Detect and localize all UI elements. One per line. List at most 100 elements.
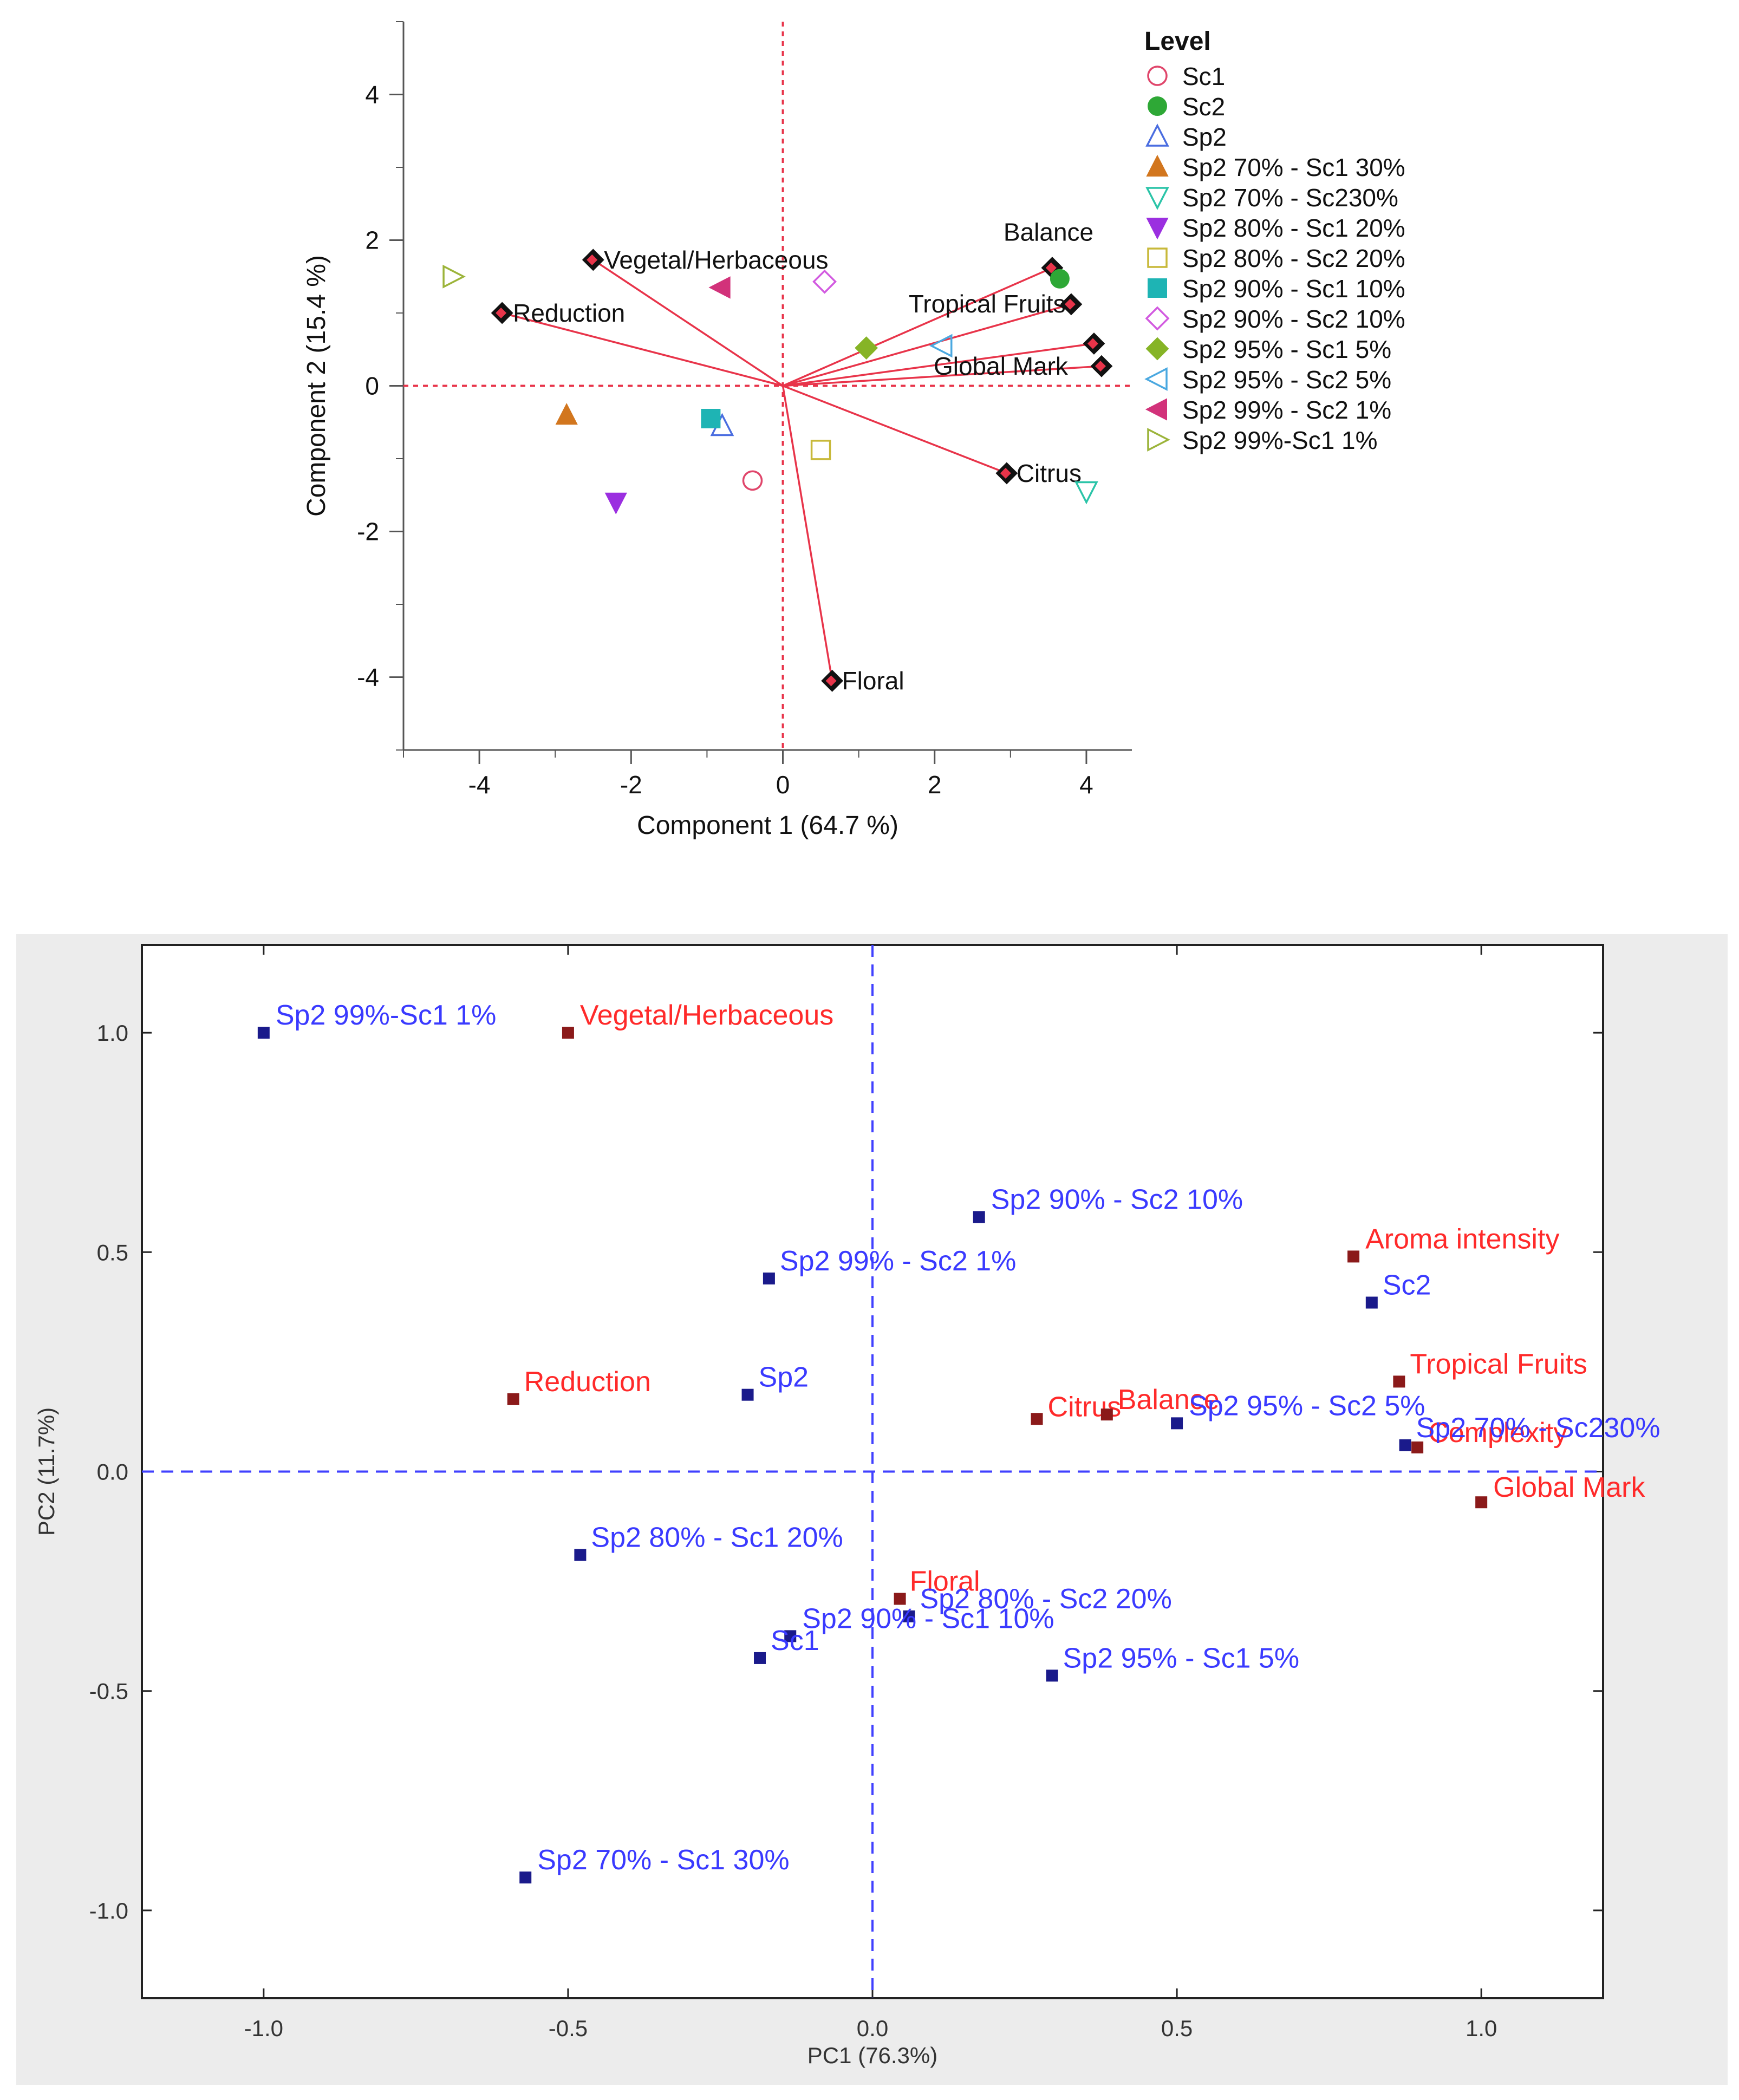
y-tick-label: 1.0	[97, 1020, 128, 1046]
legend-label-sp2-70-sc230: Sp2 70% - Sc230%	[1182, 184, 1398, 212]
x-tick-label: 4	[1079, 771, 1093, 799]
legend-label-sp2: Sp2	[1182, 123, 1227, 151]
legend-label-sp2-95-sc2-5: Sp2 95% - Sc2 5%	[1182, 366, 1391, 394]
sample-label-sp2-99-sc2-1: Sp2 99% - Sc2 1%	[780, 1245, 1016, 1277]
sample-label-sp2-95-sc1-5: Sp2 95% - Sc1 5%	[1063, 1642, 1299, 1674]
legend-marker-sp2-95-sc1-5	[1145, 337, 1169, 361]
loading-vector	[783, 303, 1072, 387]
y-axis-title: Component 2 (15.4 %)	[302, 255, 331, 517]
loading-vector	[781, 386, 833, 681]
sample-marker-sc2	[1050, 269, 1070, 289]
sample-marker-sc1	[742, 470, 763, 491]
legend-marker-sp2	[1145, 123, 1169, 147]
sample-marker-sp2-70-sc230	[1074, 481, 1098, 505]
x-axis-title: PC1 (76.3%)	[807, 2043, 937, 2068]
loading-label-global-mark: Global Mark	[934, 352, 1069, 380]
x-tick-label: -0.5	[549, 2016, 588, 2041]
loading-marker-inner	[496, 308, 507, 318]
variable-label-floral: Floral	[910, 1566, 980, 1597]
loading-vector	[501, 312, 783, 387]
loading-marker-inner	[1000, 467, 1011, 479]
legend-label-sp2-90-sc2-10: Sp2 90% - Sc2 10%	[1182, 305, 1405, 333]
legend-marker-sp2-70-sc230	[1145, 187, 1169, 210]
y-tick-label: 2	[365, 226, 379, 255]
y-axis-title: PC2 (11.7%)	[34, 1407, 59, 1536]
sample-marker-sp2-90-sc2-10	[812, 269, 837, 294]
y-tick-label: 0	[365, 372, 379, 400]
legend-marker-sp2-95-sc2-5	[1144, 367, 1168, 391]
sample-marker-sp2-99-sc1-1	[442, 264, 466, 289]
loading-marker-inner	[1045, 262, 1057, 273]
sample-point-sp2	[741, 1388, 754, 1401]
x-tick-label: -4	[468, 771, 491, 799]
sample-point-sp2-90-sc2-10	[973, 1211, 985, 1223]
legend-marker-sc2	[1148, 96, 1167, 116]
sample-point-sp2-99-sc1-1	[257, 1027, 270, 1039]
variable-label-vegetal-herbaceous: Vegetal/Herbaceous	[580, 1000, 833, 1031]
sample-point-sp2-95-sc1-5	[1046, 1669, 1058, 1682]
sample-marker-sp2-99-sc2-1	[708, 276, 731, 299]
sample-label-sp2-99-sc1-1: Sp2 99%-Sc1 1%	[276, 1000, 497, 1031]
sample-marker-sp2-80-sc1-20	[604, 492, 627, 514]
sample-marker-sp2-95-sc2-5	[929, 334, 953, 358]
legend-label-sp2-99-sc2-1: Sp2 99% - Sc2 1%	[1182, 396, 1391, 424]
variable-label-balance: Balance	[1118, 1384, 1220, 1416]
sample-label-sp2: Sp2	[759, 1362, 809, 1393]
variable-label-global-mark: Global Mark	[1493, 1472, 1645, 1503]
sample-label-sp2-95-sc2-5: Sp2 95% - Sc2 5%	[1189, 1390, 1425, 1421]
legend-label-sp2-99-sc1-1: Sp2 99%-Sc1 1%	[1182, 426, 1378, 454]
pca-scatter-bottom: -1.0 -0.5 0.0 0.5 1.0 -1.0 -0.5 0.0 0.5 1.0 PC1 (7…	[16, 934, 1728, 2085]
y-tick-label: 0.0	[97, 1459, 128, 1485]
loading-label-vegetal-herbaceous: Vegetal/Herbaceous	[604, 246, 828, 274]
sample-label-sp2-90-sc2-10: Sp2 90% - Sc2 10%	[991, 1184, 1243, 1215]
legend-title: Level	[1144, 27, 1211, 56]
sample-label-sc2: Sc2	[1383, 1269, 1431, 1301]
sample-point-sp2-70-sc1-30	[519, 1871, 532, 1884]
y-tick-label: -1.0	[89, 1898, 128, 1923]
sample-point-sp2-90-sc1-10	[784, 1630, 797, 1642]
x-tick-label: -2	[620, 771, 642, 799]
x-tick-label: -1.0	[244, 2016, 283, 2041]
legend-marker-sp2-99-sc1-1	[1147, 428, 1170, 452]
variable-point-balance	[1100, 1408, 1113, 1421]
loading-label-citrus: Citrus	[1017, 459, 1082, 487]
legend-marker-sp2-90-sc1-10	[1148, 278, 1167, 298]
x-tick-label: 0.0	[857, 2016, 888, 2041]
legend-label-sc2: Sc2	[1182, 93, 1225, 121]
loading-vector	[782, 384, 1007, 474]
legend-label-sp2-80-sc2-20: Sp2 80% - Sc2 20%	[1182, 244, 1405, 272]
legend-marker-sp2-80-sc1-20	[1146, 218, 1169, 240]
variable-label-complexity: Complexity	[1428, 1417, 1567, 1449]
y-tick-label: -2	[357, 518, 379, 546]
x-tick-label: 1.0	[1466, 2016, 1497, 2041]
y-tick-label: -4	[357, 663, 379, 692]
legend-label-sc1: Sc1	[1182, 62, 1225, 90]
legend-label-sp2-90-sc1-10: Sp2 90% - Sc1 10%	[1182, 275, 1405, 303]
x-tick-label: 0.5	[1161, 2016, 1193, 2041]
sample-marker-sp2-95-sc1-5	[855, 336, 878, 360]
sample-point-sp2-99-sc2-1	[763, 1272, 775, 1284]
variable-point-complexity	[1411, 1441, 1424, 1453]
y-tick-label: 0.5	[97, 1240, 128, 1265]
sample-point-sp2-80-sc1-20	[574, 1549, 587, 1561]
loading-label-tropical-fruits: Tropical Fruits	[909, 290, 1066, 318]
x-tick-label: 2	[928, 771, 942, 799]
legend-marker-sp2-90-sc2-10	[1145, 306, 1170, 331]
sample-label-sp2-80-sc2-20: Sp2 80% - Sc2 20%	[920, 1583, 1171, 1615]
loading-vector	[592, 259, 784, 387]
variable-point-aroma-intensity	[1347, 1250, 1360, 1263]
variable-point-tropical-fruits	[1393, 1375, 1405, 1388]
sample-marker-sp2-80-sc2-20	[810, 440, 831, 460]
loading-vector	[782, 267, 1053, 387]
loading-marker-inner	[1095, 361, 1106, 372]
variable-point-global-mark	[1475, 1496, 1488, 1509]
legend-marker-sc1	[1147, 66, 1168, 86]
loading-vector	[783, 365, 1102, 387]
loading-label-balance: Balance	[1004, 218, 1093, 246]
variable-label-aroma-intensity: Aroma intensity	[1365, 1223, 1559, 1255]
loading-label-floral: Floral	[842, 667, 904, 695]
x-tick-label: 0	[776, 771, 790, 799]
loading-marker-inner	[1064, 298, 1076, 310]
